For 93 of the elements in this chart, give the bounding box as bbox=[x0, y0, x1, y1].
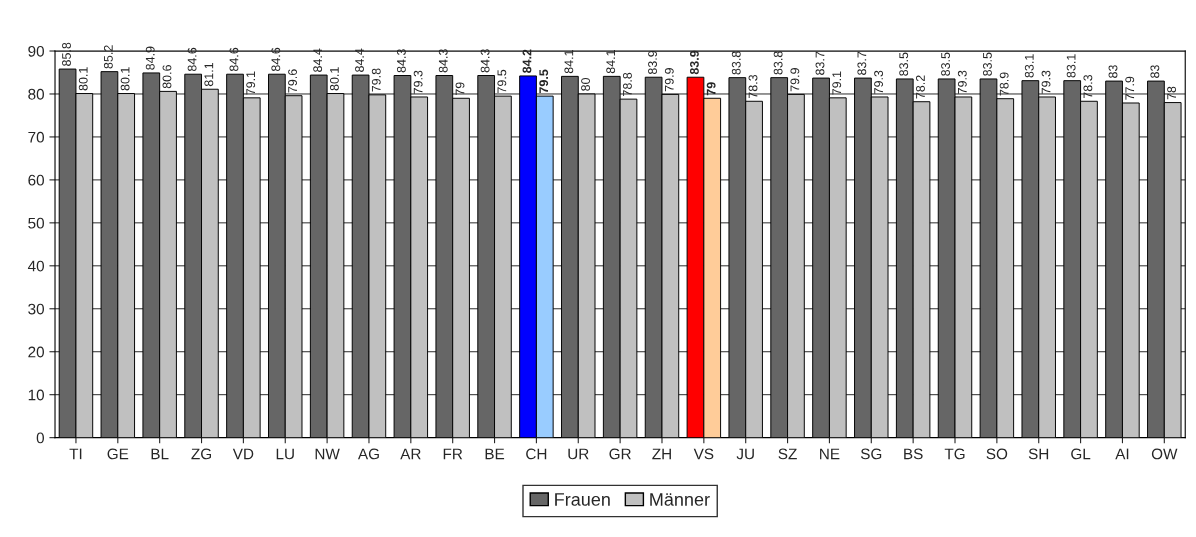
data-label: 84.4 bbox=[313, 48, 323, 72]
x-tick-label: OW bbox=[1151, 448, 1178, 460]
y-tick-label: 50 bbox=[28, 217, 44, 229]
data-label: 83.5 bbox=[899, 52, 909, 76]
y-tick-label: 10 bbox=[28, 389, 44, 401]
data-label: 80.1 bbox=[120, 67, 130, 91]
data-label: 78.3 bbox=[748, 74, 758, 99]
data-label: 79 bbox=[455, 82, 465, 96]
data-label: 79.5 bbox=[497, 69, 507, 93]
data-label: 80.1 bbox=[78, 67, 88, 91]
y-tick-label: 90 bbox=[28, 45, 44, 57]
x-tick-label: SZ bbox=[778, 448, 797, 460]
data-label: 84.3 bbox=[480, 49, 490, 73]
data-label: 84.1 bbox=[564, 50, 574, 74]
data-label: 79.5 bbox=[539, 69, 549, 94]
x-tick-label: TG bbox=[944, 448, 965, 460]
y-tick-label: 20 bbox=[28, 346, 44, 358]
legend-label: Männer bbox=[650, 493, 710, 506]
data-label: 84.6 bbox=[271, 47, 281, 72]
y-tick-label: 70 bbox=[28, 131, 44, 143]
x-tick-label: SH bbox=[1028, 448, 1049, 460]
x-tick-label: ZH bbox=[652, 448, 671, 460]
x-tick-label: BL bbox=[151, 448, 169, 460]
data-label: 79.1 bbox=[246, 71, 256, 95]
data-label: 84.9 bbox=[145, 46, 155, 70]
x-tick-label: BS bbox=[904, 448, 923, 460]
y-tick-label: 80 bbox=[28, 88, 44, 100]
data-label: 83.8 bbox=[773, 51, 783, 75]
data-label: 78.3 bbox=[1083, 74, 1093, 99]
legend-label: Frauen bbox=[555, 493, 610, 506]
x-tick-label: LU bbox=[276, 448, 294, 460]
x-tick-label: GE bbox=[107, 448, 129, 460]
data-label: 78.2 bbox=[916, 75, 925, 99]
data-label: 83.5 bbox=[983, 52, 992, 76]
x-tick-label: ZG bbox=[191, 448, 211, 460]
y-tick-label: 40 bbox=[27, 260, 44, 272]
x-tick-label: GR bbox=[609, 448, 631, 460]
x-tick-label: TI bbox=[69, 448, 82, 460]
data-label: 79.3 bbox=[413, 70, 423, 94]
data-label: 77.9 bbox=[1125, 76, 1135, 100]
x-tick-label: CH bbox=[526, 448, 547, 460]
data-label: 79.3 bbox=[957, 70, 967, 94]
y-tick-label: 30 bbox=[28, 303, 44, 315]
data-label: 79 bbox=[706, 82, 716, 96]
data-label: 84.3 bbox=[396, 49, 406, 73]
data-label: 78 bbox=[1167, 86, 1177, 100]
x-tick-label: SO bbox=[986, 448, 1008, 460]
data-label: 84.4 bbox=[355, 48, 364, 72]
data-label: 80 bbox=[581, 77, 590, 91]
y-tick-label: 0 bbox=[36, 432, 44, 444]
data-label: 83 bbox=[1108, 65, 1118, 78]
x-tick-label: UR bbox=[568, 448, 589, 460]
x-tick-label: AR bbox=[400, 448, 421, 460]
data-label: 79.9 bbox=[664, 68, 674, 92]
data-label: 83 bbox=[1150, 65, 1160, 78]
x-tick-label: BE bbox=[485, 448, 505, 460]
data-label: 83.5 bbox=[941, 52, 950, 76]
data-label: 79.8 bbox=[371, 68, 381, 92]
x-tick-label: FR bbox=[443, 448, 463, 460]
data-label: 84.6 bbox=[229, 47, 239, 72]
data-label: 79.6 bbox=[288, 69, 297, 93]
x-tick-label: NW bbox=[315, 448, 340, 460]
y-tick-label: 60 bbox=[28, 174, 44, 186]
data-label: 84.3 bbox=[438, 49, 448, 73]
x-tick-label: VD bbox=[232, 448, 254, 460]
data-label: 85.2 bbox=[103, 45, 113, 69]
data-label: 83.8 bbox=[731, 51, 741, 75]
data-label: 84.6 bbox=[187, 47, 197, 72]
data-label: 83.7 bbox=[857, 51, 867, 75]
data-label: 83.7 bbox=[815, 51, 825, 75]
data-label: 84.2 bbox=[522, 49, 532, 73]
data-label: 83.9 bbox=[648, 50, 657, 75]
data-label: 81.1 bbox=[204, 62, 214, 87]
data-label: 79.1 bbox=[832, 71, 842, 95]
data-label: 79.3 bbox=[874, 70, 884, 94]
data-label: 79.9 bbox=[790, 68, 800, 92]
data-label: 83.1 bbox=[1024, 54, 1034, 78]
x-tick-label: AI bbox=[1115, 448, 1129, 460]
data-label: 80.6 bbox=[162, 65, 172, 89]
data-label: 83.9 bbox=[689, 50, 699, 75]
x-tick-label: GL bbox=[1071, 448, 1091, 460]
data-label: 83.1 bbox=[1066, 54, 1076, 78]
data-label: 85.8 bbox=[62, 42, 71, 66]
data-label: 78.8 bbox=[623, 72, 632, 96]
data-label: 79.3 bbox=[1041, 70, 1051, 94]
x-tick-label: JU bbox=[736, 448, 754, 460]
x-tick-label: SG bbox=[860, 448, 882, 460]
data-label: 78.9 bbox=[999, 72, 1009, 96]
data-label: 84.1 bbox=[606, 50, 616, 74]
x-tick-label: AG bbox=[357, 448, 379, 460]
x-tick-label: NE bbox=[820, 448, 840, 460]
x-tick-label: VS bbox=[693, 448, 714, 460]
data-label: 80.1 bbox=[329, 67, 339, 91]
